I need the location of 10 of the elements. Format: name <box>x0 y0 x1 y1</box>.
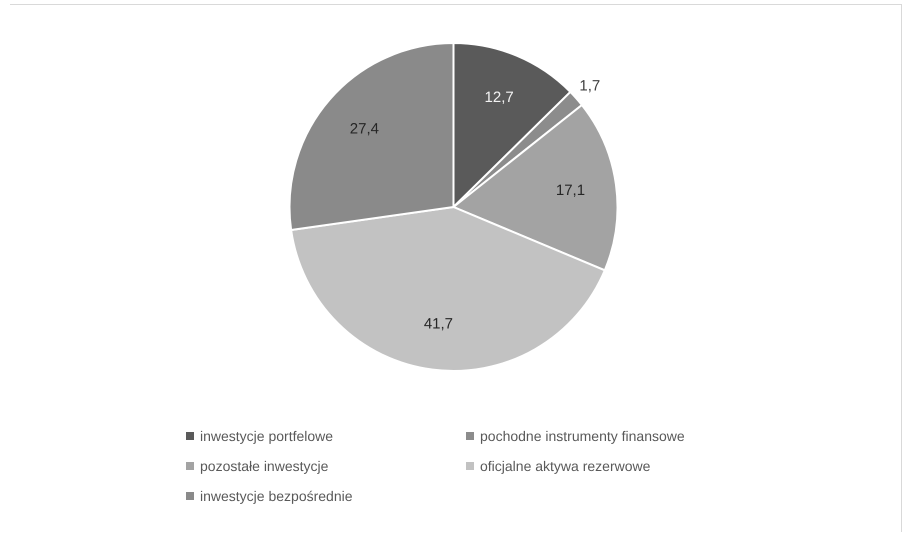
legend-label: inwestycje bezpośrednie <box>200 488 353 504</box>
legend-label: oficjalne aktywa rezerwowe <box>480 458 650 474</box>
data-label: 41,7 <box>424 315 454 332</box>
data-label: 1,7 <box>579 78 600 95</box>
data-label: 12,7 <box>484 89 514 106</box>
data-label: 27,4 <box>350 120 379 138</box>
legend-label: inwestycje portfelowe <box>200 428 334 444</box>
legend-label: pozostałe inwestycje <box>200 458 328 474</box>
data-label: 17,1 <box>556 182 586 199</box>
legend-label: pochodne instrumenty finansowe <box>480 428 685 444</box>
